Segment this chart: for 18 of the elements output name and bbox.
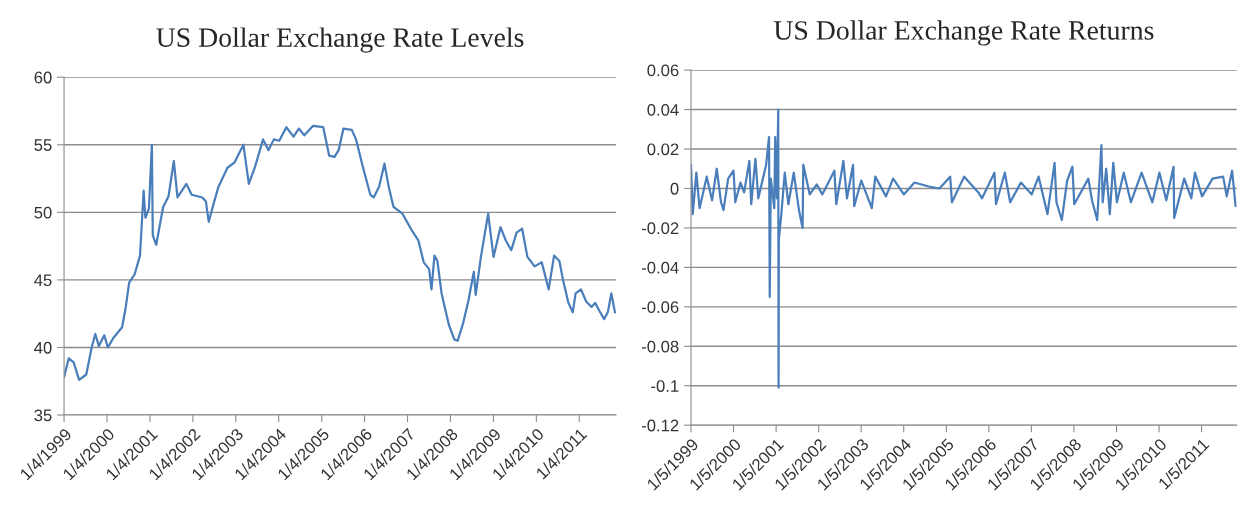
y-tick-label: 40 — [34, 341, 52, 354]
y-tick-label: -0.1 — [651, 380, 679, 392]
y-tick-label: 0 — [670, 182, 679, 195]
y-tick-label: -0.04 — [641, 261, 679, 274]
y-tick-label: 0.02 — [647, 143, 679, 156]
y-tick-label: -0.06 — [641, 301, 679, 314]
y-tick-label: -0.12 — [641, 419, 679, 432]
y-tick-label: 0.06 — [647, 64, 679, 77]
chart-title: US Dollar Exchange Rate Levels — [156, 27, 524, 53]
y-tick-label: 50 — [34, 206, 52, 219]
y-tick-label: 0.04 — [647, 103, 679, 116]
chart-title: US Dollar Exchange Rate Returns — [773, 20, 1154, 46]
y-tick-label: -0.08 — [641, 340, 679, 353]
y-tick-label: 60 — [34, 71, 52, 84]
y-tick-label: 55 — [34, 139, 52, 151]
y-tick-label: -0.02 — [641, 222, 679, 235]
y-tick-label: 35 — [34, 409, 52, 422]
y-tick-label: 45 — [34, 274, 52, 287]
